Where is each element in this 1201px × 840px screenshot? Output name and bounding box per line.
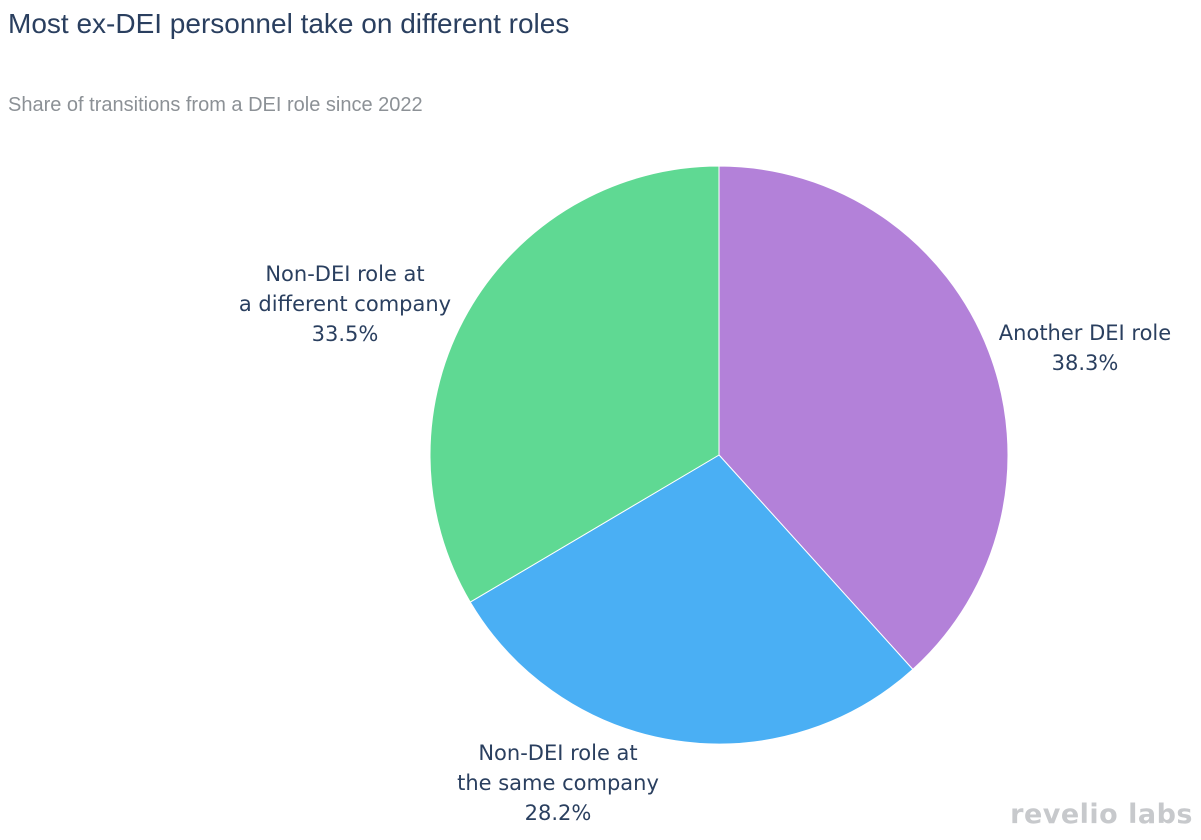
- pie-slice[interactable]: [429, 165, 720, 603]
- slice-value-label: 28.2%: [525, 801, 592, 825]
- pie-slice[interactable]: [469, 454, 914, 745]
- slice-category-label: a different company: [239, 292, 451, 316]
- slice-category-label: Another DEI role: [999, 321, 1171, 345]
- slice-category-label: Non-DEI role at: [265, 262, 424, 286]
- slice-label: Non-DEI role at the same company 28.2%: [457, 741, 659, 825]
- slice-value-label: 33.5%: [312, 322, 379, 346]
- chart-title: Most ex-DEI personnel take on different …: [8, 8, 570, 39]
- slice-value-label: 38.3%: [1052, 351, 1119, 375]
- pie-slices: [429, 165, 1009, 745]
- pie-slice[interactable]: [718, 165, 1009, 671]
- slice-category-label: the same company: [457, 771, 659, 795]
- pie-labels: Another DEI role 38.3% Non-DEI role at the …: [239, 262, 1171, 825]
- slice-category-label: Non-DEI role at: [478, 741, 637, 765]
- slice-label: Non-DEI role at a different company 33.5%: [239, 262, 451, 346]
- revelio-labs-logo: revelio labs: [1010, 799, 1193, 830]
- chart-subtitle: Share of transitions from a DEI role sin…: [8, 94, 423, 116]
- slice-label: Another DEI role 38.3%: [999, 321, 1171, 375]
